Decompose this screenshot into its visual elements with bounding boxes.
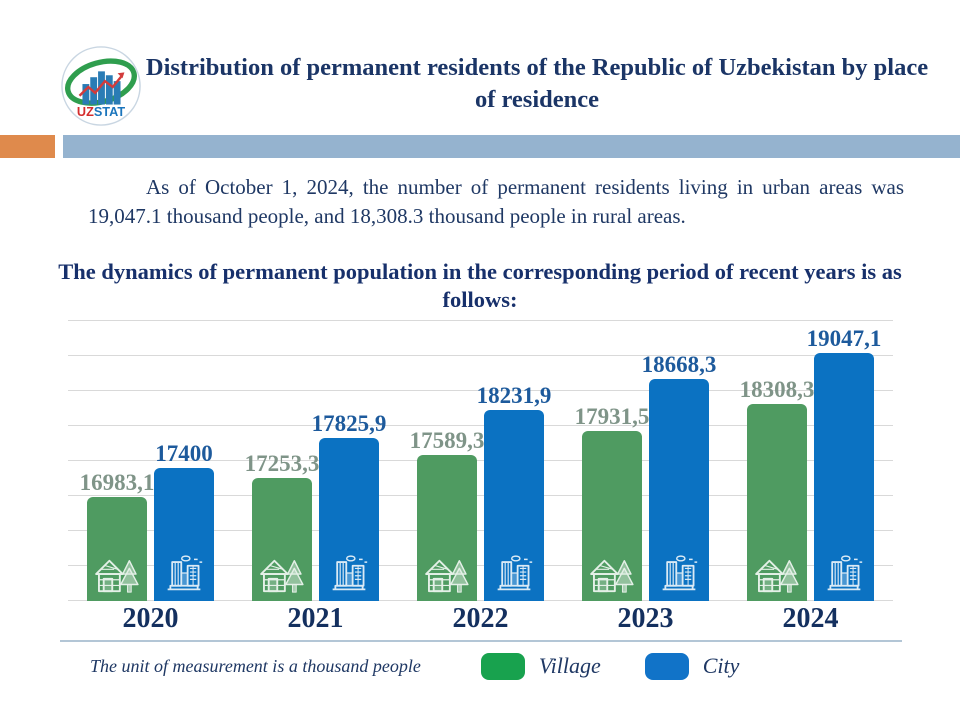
bar-group-2024: 18308,3 19047,1 xyxy=(728,321,893,601)
village-legend-swatch xyxy=(480,652,525,680)
city-legend-label: City xyxy=(702,653,740,679)
logo-trend-line-icon xyxy=(78,75,123,97)
x-axis-label-2021: 2021 xyxy=(287,602,344,634)
bar-group-2023: 17931,5 18668,3 xyxy=(563,321,728,601)
village-bar-2020 xyxy=(87,497,147,601)
x-axis-label-2024: 2024 xyxy=(782,602,839,634)
gridline xyxy=(68,424,893,426)
city-bar-2024 xyxy=(814,352,874,601)
gridline xyxy=(68,599,893,601)
x-axis: 2020 2021 2022 2023 2024 xyxy=(68,601,893,637)
accent-band-gap xyxy=(55,135,63,158)
village-bar-2021 xyxy=(252,478,312,601)
village-value-label-2024: 18308,3 xyxy=(739,377,815,403)
unit-note: The unit of measurement is a thousand pe… xyxy=(90,655,421,676)
village-bar-2022 xyxy=(417,454,477,601)
gridline xyxy=(68,564,893,566)
city-bar-2020 xyxy=(154,467,214,601)
village-bar-2023 xyxy=(582,430,642,601)
accent-band xyxy=(0,135,960,158)
gridline xyxy=(68,529,893,531)
uzstat-logo: UZSTAT xyxy=(61,46,141,126)
x-axis-label-2023: 2023 xyxy=(617,602,674,634)
logo-arrowhead-icon xyxy=(117,72,125,79)
gridline xyxy=(68,459,893,461)
bar-chart: 16983,1 17400 17253,3 xyxy=(68,319,893,601)
city-buildings-icon xyxy=(827,555,863,591)
village-value-label-2020: 16983,1 xyxy=(79,470,155,496)
gridline xyxy=(68,494,893,496)
intro-paragraph: As of October 1, 2024, the number of per… xyxy=(88,175,904,229)
city-buildings-icon xyxy=(332,555,368,591)
gridline xyxy=(68,354,893,356)
legend-item-village: Village xyxy=(480,652,601,680)
gridline xyxy=(68,389,893,391)
city-buildings-icon xyxy=(167,555,203,591)
city-buildings-icon xyxy=(662,555,698,591)
header: UZSTAT Distribution of permanent residen… xyxy=(0,0,960,128)
house-tree-icon xyxy=(755,559,799,593)
house-tree-icon xyxy=(425,559,469,593)
city-value-label-2020: 17400 xyxy=(155,440,213,466)
logo-text: UZSTAT xyxy=(77,105,125,119)
city-bar-2022 xyxy=(484,409,544,601)
city-value-label-2022: 18231,9 xyxy=(476,382,552,408)
gridline xyxy=(68,319,893,321)
bar-group-2021: 17253,3 17825,9 xyxy=(233,321,398,601)
orange-accent-block xyxy=(0,135,55,158)
village-value-label-2022: 17589,3 xyxy=(409,427,485,453)
village-bar-2024 xyxy=(747,404,807,601)
house-tree-icon xyxy=(260,559,304,593)
city-value-label-2021: 17825,9 xyxy=(311,411,387,437)
city-legend-swatch xyxy=(644,652,689,680)
village-legend-label: Village xyxy=(538,653,601,679)
city-bar-2021 xyxy=(319,438,379,601)
village-value-label-2023: 17931,5 xyxy=(574,403,650,429)
chart-title: The dynamics of permanent population in … xyxy=(58,258,902,313)
city-value-label-2024: 19047,1 xyxy=(806,325,882,351)
house-tree-icon xyxy=(590,559,634,593)
house-tree-icon xyxy=(95,559,139,593)
blue-gray-accent-bar xyxy=(63,135,960,158)
x-axis-label-2022: 2022 xyxy=(452,602,509,634)
footer-divider xyxy=(60,639,902,642)
x-axis-label-2020: 2020 xyxy=(122,602,179,634)
page-title: Distribution of permanent residents of t… xyxy=(145,54,929,113)
village-value-label-2021: 17253,3 xyxy=(244,451,320,477)
city-buildings-icon xyxy=(497,555,533,591)
bar-group-2022: 17589,3 18231,9 xyxy=(398,321,563,601)
legend-item-city: City xyxy=(644,652,740,680)
city-bar-2023 xyxy=(649,379,709,601)
bar-group-2020: 16983,1 17400 xyxy=(68,321,233,601)
city-value-label-2023: 18668,3 xyxy=(641,352,717,378)
footer: The unit of measurement is a thousand pe… xyxy=(90,652,960,680)
